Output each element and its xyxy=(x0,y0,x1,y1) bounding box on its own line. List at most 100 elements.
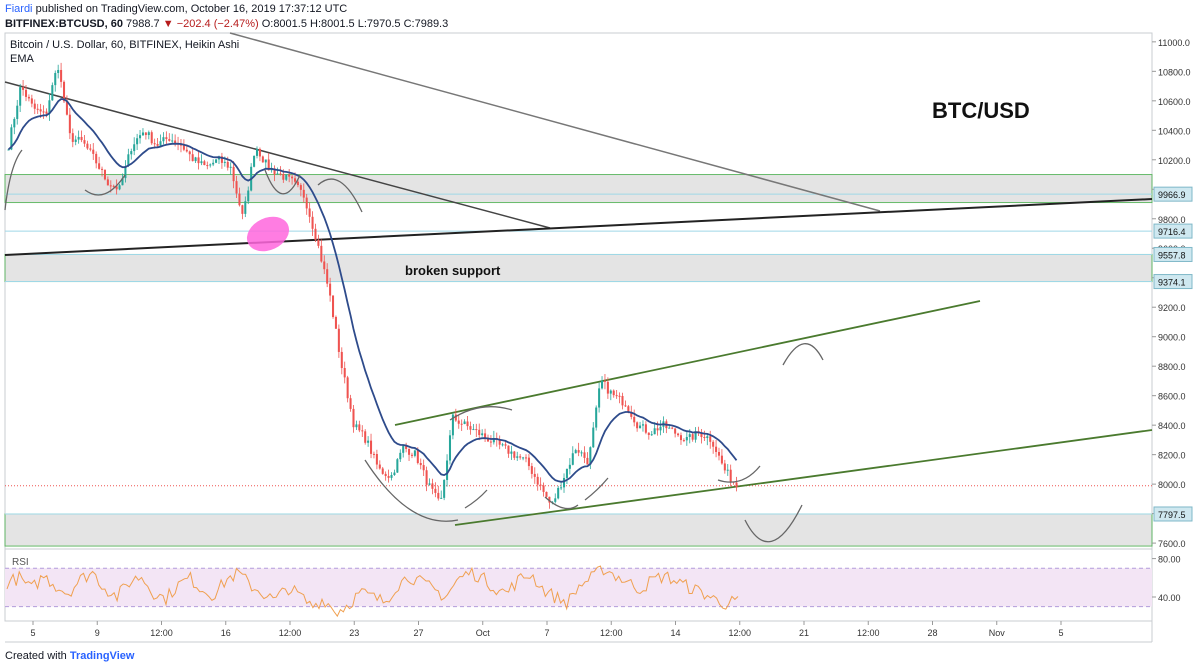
candle-body xyxy=(545,491,548,497)
author-link[interactable]: Fiardi xyxy=(5,3,33,15)
price-level-badge-label: 9374.1 xyxy=(1158,278,1186,288)
channel-upper-line[interactable] xyxy=(394,300,981,426)
candle-body xyxy=(364,431,367,443)
candle-body xyxy=(115,186,118,190)
price-tick-label: 8200.0 xyxy=(1158,451,1186,461)
curve-arrow-icon xyxy=(317,178,363,213)
legend-title: Bitcoin / U.S. Dollar, 60, BITFINEX, Hei… xyxy=(10,39,239,51)
candle-body xyxy=(293,178,297,182)
candle-body xyxy=(332,295,335,317)
candle-body xyxy=(735,482,738,488)
candle-body xyxy=(560,487,563,489)
candle-body xyxy=(723,463,726,471)
candle-body xyxy=(416,450,419,464)
rising-support-line[interactable] xyxy=(4,198,1153,256)
candle-body xyxy=(209,164,212,166)
broken-support-annotation: broken support xyxy=(405,263,501,278)
tradingview-brand[interactable]: TradingView xyxy=(69,650,135,662)
highlight-ellipse[interactable] xyxy=(241,210,294,258)
candle-body xyxy=(7,149,10,151)
upper-descending-trendline[interactable] xyxy=(229,32,881,212)
candle-body xyxy=(133,144,136,152)
candle-body xyxy=(659,426,662,431)
candle-body xyxy=(647,432,650,435)
candle-body xyxy=(92,149,95,154)
curve-arrow-icon xyxy=(584,477,609,501)
candle-body xyxy=(700,433,703,438)
curve-arrow-icon xyxy=(464,489,488,509)
support-resistance-zone[interactable] xyxy=(4,253,1153,283)
candle-body xyxy=(448,435,452,461)
candle-body xyxy=(174,140,177,144)
candle-body xyxy=(554,498,557,502)
candle-body xyxy=(507,445,510,454)
candle-body xyxy=(612,390,615,396)
candle-body xyxy=(478,429,481,436)
price-change: ▼ −202.4 (−2.47%) xyxy=(162,18,259,30)
candle-body xyxy=(223,161,226,163)
candle-body xyxy=(346,377,349,399)
candle-body xyxy=(519,456,522,458)
candle-body xyxy=(595,407,598,428)
candle-body xyxy=(118,185,121,190)
candle-body xyxy=(419,463,422,466)
candle-body xyxy=(124,166,127,179)
candle-body xyxy=(396,459,399,473)
candle-body xyxy=(466,421,469,427)
price-axis[interactable]: 11000.010800.010600.010400.010200.010000… xyxy=(1152,38,1193,549)
price-level-badge[interactable] xyxy=(1153,506,1193,522)
candle-body xyxy=(141,132,144,136)
candle-body xyxy=(68,114,71,134)
candle-body xyxy=(197,157,200,164)
candle-body xyxy=(492,438,495,443)
candle-body xyxy=(54,72,57,86)
candle-body xyxy=(258,148,261,157)
descending-trendline[interactable] xyxy=(4,81,551,229)
candle-body xyxy=(215,159,218,163)
candle-body xyxy=(574,450,577,454)
candle-body xyxy=(688,434,691,437)
candle-body xyxy=(674,428,677,434)
candle-body xyxy=(440,497,443,499)
candle-body xyxy=(565,468,568,478)
channel-lower-line[interactable] xyxy=(454,429,1153,526)
time-tick-label: 5 xyxy=(30,628,35,638)
candle-body xyxy=(413,450,416,456)
support-resistance-zone[interactable] xyxy=(4,513,1153,547)
candle-body xyxy=(536,476,539,485)
price-tick-label: 8600.0 xyxy=(1158,392,1186,402)
candle-body xyxy=(624,405,627,407)
candle-body xyxy=(162,137,165,142)
candle-body xyxy=(329,283,332,296)
candle-body xyxy=(150,132,153,144)
candle-body xyxy=(656,428,659,431)
candle-body xyxy=(387,476,390,478)
rsi-tick-label: 40.00 xyxy=(1158,593,1181,603)
candle-body xyxy=(355,424,358,428)
candle-body xyxy=(586,457,589,465)
price-level-badge[interactable] xyxy=(1153,246,1193,262)
price-level-badge[interactable] xyxy=(1153,223,1193,239)
time-tick-label: Nov xyxy=(989,628,1006,638)
candle-body xyxy=(232,166,235,182)
candle-body xyxy=(60,69,63,82)
price-level-badge[interactable] xyxy=(1153,186,1193,202)
support-resistance-zone[interactable] xyxy=(4,174,1153,204)
time-axis[interactable]: 5 9 12:00 16 12:00 23 27 Oct 7 12:00 14 12:00 21 12:0… xyxy=(30,621,1064,638)
candle-body xyxy=(33,103,36,109)
candle-body xyxy=(188,151,191,155)
candle-body xyxy=(112,185,115,187)
candle-body xyxy=(706,436,709,438)
candle-body xyxy=(481,433,484,436)
candle-body xyxy=(317,239,320,246)
candle-body xyxy=(10,127,13,150)
trendlines-layer xyxy=(4,32,1153,526)
candle-body xyxy=(302,189,305,198)
candle-body xyxy=(533,473,536,477)
candle-body xyxy=(601,380,604,389)
candle-body xyxy=(446,460,449,480)
candle-body xyxy=(86,143,89,149)
publish-text: published on TradingView.com, October 16… xyxy=(35,3,348,15)
price-level-badge[interactable] xyxy=(1153,274,1193,290)
